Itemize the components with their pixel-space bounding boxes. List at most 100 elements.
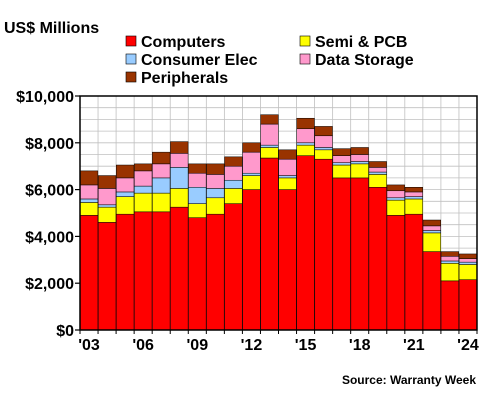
bar-segment-computers-2011 xyxy=(224,203,243,331)
legend-label: Data Storage xyxy=(315,52,414,69)
legend-label: Semi & PCB xyxy=(315,34,407,51)
bar-segment-data-storage-2011 xyxy=(224,165,243,181)
y-axis-ticks: $0 $2,000 $4,000 $6,000 $8,000 $10,000 xyxy=(16,89,80,340)
bar-segment-semi-pcb-2011 xyxy=(224,188,243,204)
bar-segment-consumer-elec-2011 xyxy=(224,179,243,189)
bar-segment-semi-pcb-2015 xyxy=(296,144,315,156)
bar-segment-computers-2023 xyxy=(440,280,460,331)
bar-segment-peripherals-2017 xyxy=(332,148,351,156)
bar-segment-semi-pcb-2010 xyxy=(206,197,225,215)
bar-segment-consumer-elec-2014 xyxy=(278,175,297,179)
legend-swatch xyxy=(299,53,311,65)
chart-legend: Computers Semi & PCB Consumer Elec Data Sto… xyxy=(125,34,414,87)
bar-segment-semi-pcb-2022 xyxy=(422,232,441,252)
bar-stack-2007 xyxy=(152,151,171,331)
bar-segment-data-storage-2003 xyxy=(79,184,99,200)
bar-stack-2023 xyxy=(440,251,460,331)
bar-segment-computers-2007 xyxy=(152,211,171,331)
bar-segment-data-storage-2017 xyxy=(332,155,351,163)
bar-segment-semi-pcb-2009 xyxy=(188,203,207,218)
bar-segment-computers-2015 xyxy=(296,155,315,331)
bar-segment-computers-2022 xyxy=(422,251,441,331)
bar-stack-2009 xyxy=(188,163,207,331)
bar-segment-data-storage-2016 xyxy=(314,135,333,148)
bar-segment-peripherals-2010 xyxy=(206,163,225,175)
bar-stack-2017 xyxy=(332,148,351,331)
bar-segment-computers-2009 xyxy=(188,217,207,331)
bar-segment-computers-2017 xyxy=(332,177,351,331)
x-tick-label: '15 xyxy=(295,337,317,354)
bar-segment-data-storage-2020 xyxy=(386,190,405,199)
bar-segment-computers-2003 xyxy=(79,215,99,331)
bar-segment-semi-pcb-2005 xyxy=(116,196,135,215)
y-tick-label: $2,000 xyxy=(25,276,74,293)
legend-item-data-storage: Data Storage xyxy=(299,52,414,69)
bar-segment-peripherals-2014 xyxy=(278,149,297,160)
bar-segment-peripherals-2009 xyxy=(188,163,207,174)
bar-segment-computers-2024 xyxy=(458,279,478,331)
x-tick-label: '12 xyxy=(241,337,263,354)
bar-segment-consumer-elec-2019 xyxy=(368,171,387,175)
bar-segment-consumer-elec-2020 xyxy=(386,197,405,201)
bar-stack-2022 xyxy=(422,219,441,331)
bar-segment-semi-pcb-2013 xyxy=(260,147,279,159)
x-axis-ticks: '03 '06 '09 '12 '15 '18 '21 '24 xyxy=(78,330,479,354)
legend-label: Consumer Elec xyxy=(141,52,258,69)
bar-segment-semi-pcb-2012 xyxy=(242,175,261,190)
bar-segment-peripherals-2019 xyxy=(368,161,387,168)
bar-segment-peripherals-2003 xyxy=(79,170,99,186)
bar-stack-2008 xyxy=(170,141,189,331)
legend-swatch xyxy=(125,35,137,47)
bar-segment-semi-pcb-2020 xyxy=(386,199,405,216)
bar-segment-data-storage-2021 xyxy=(404,191,423,197)
bar-segment-consumer-elec-2013 xyxy=(260,144,279,148)
bar-segment-data-storage-2005 xyxy=(116,177,135,193)
bar-segment-data-storage-2015 xyxy=(296,128,315,144)
bar-stack-2003 xyxy=(79,170,99,331)
bar-stack-2010 xyxy=(206,163,225,331)
bar-segment-peripherals-2018 xyxy=(350,147,369,155)
bar-segment-consumer-elec-2006 xyxy=(134,185,153,194)
bar-stack-2014 xyxy=(278,149,297,331)
bar-segment-semi-pcb-2006 xyxy=(134,192,153,213)
bar-segment-peripherals-2007 xyxy=(152,151,171,165)
bar-segment-semi-pcb-2021 xyxy=(404,198,423,215)
bar-segment-computers-2008 xyxy=(170,206,189,331)
bar-stack-2018 xyxy=(350,147,369,331)
legend-swatch xyxy=(125,53,137,65)
bar-segment-semi-pcb-2019 xyxy=(368,174,387,188)
bar-segment-consumer-elec-2018 xyxy=(350,161,369,165)
bar-segment-computers-2010 xyxy=(206,213,225,331)
legend-item-peripherals: Peripherals xyxy=(125,70,228,87)
bar-segment-data-storage-2024 xyxy=(458,258,478,263)
bar-segment-peripherals-2004 xyxy=(97,175,117,189)
legend-item-consumer-elec: Consumer Elec xyxy=(125,52,258,69)
x-tick-label: '21 xyxy=(403,337,425,354)
bar-segment-computers-2021 xyxy=(404,213,423,331)
bar-segment-peripherals-2020 xyxy=(386,184,405,192)
bar-segment-data-storage-2006 xyxy=(134,170,153,187)
bar-segment-data-storage-2009 xyxy=(188,172,207,188)
bar-segment-data-storage-2014 xyxy=(278,158,297,176)
legend-item-computers: Computers xyxy=(125,34,226,51)
bar-segment-consumer-elec-2010 xyxy=(206,188,225,199)
bar-segment-data-storage-2004 xyxy=(97,188,117,206)
bar-segment-peripherals-2016 xyxy=(314,126,333,137)
bar-stack-2019 xyxy=(368,161,387,331)
chart-title: US$ Millions xyxy=(4,20,99,37)
bar-segment-semi-pcb-2003 xyxy=(79,202,99,216)
legend-label: Computers xyxy=(141,34,226,51)
bar-segment-data-storage-2012 xyxy=(242,151,261,174)
legend-swatch xyxy=(299,35,311,47)
bar-segment-peripherals-2023 xyxy=(440,251,460,257)
y-tick-label: $10,000 xyxy=(16,89,74,106)
bar-segment-data-storage-2007 xyxy=(152,163,171,179)
legend-label: Peripherals xyxy=(141,70,228,87)
bar-segment-peripherals-2021 xyxy=(404,187,423,193)
x-tick-label: '24 xyxy=(457,337,479,354)
bar-segment-consumer-elec-2016 xyxy=(314,147,333,151)
bar-segment-computers-2004 xyxy=(97,222,117,331)
bar-segment-consumer-elec-2003 xyxy=(79,198,99,203)
bar-stack-2006 xyxy=(134,163,153,331)
bar-segment-data-storage-2023 xyxy=(440,256,460,262)
